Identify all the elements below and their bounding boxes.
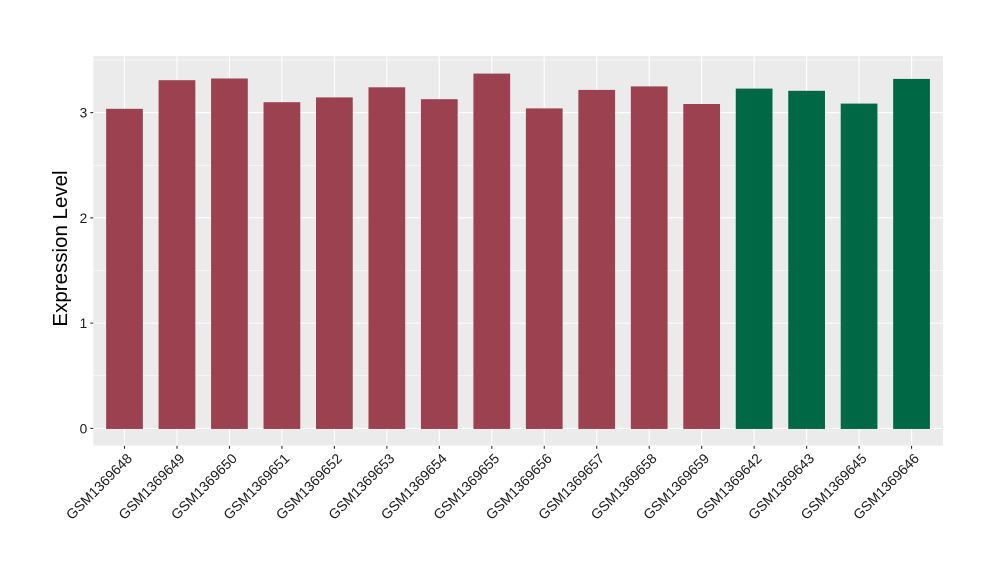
svg-text:3: 3 <box>80 106 88 121</box>
svg-text:Expression Level: Expression Level <box>49 170 72 326</box>
svg-text:2: 2 <box>80 211 88 226</box>
svg-text:1: 1 <box>80 316 88 331</box>
svg-text:0: 0 <box>80 422 88 437</box>
